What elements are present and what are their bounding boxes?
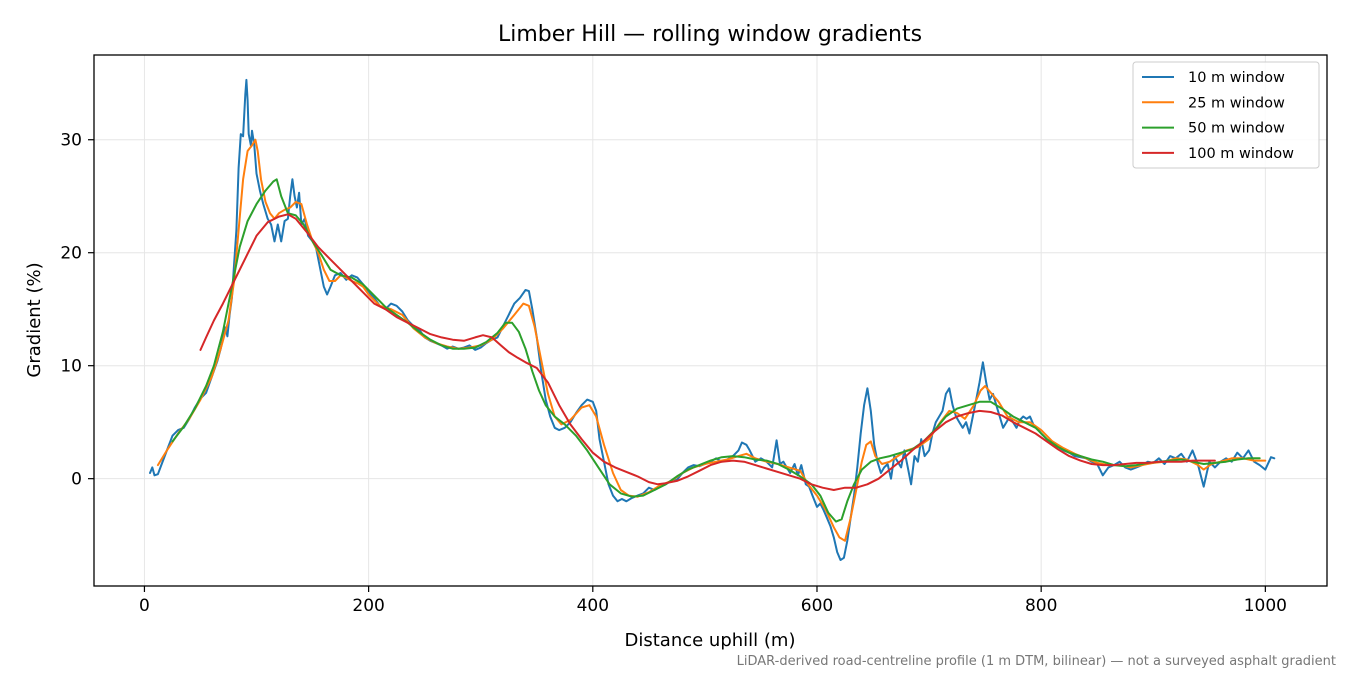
x-tick-label: 0	[139, 596, 150, 616]
y-tick-label: 10	[60, 357, 82, 377]
y-tick-label: 30	[60, 131, 82, 151]
legend-label: 50 m window	[1188, 121, 1285, 137]
chart-title: Limber Hill — rolling window gradients	[498, 22, 922, 47]
series-line-100-m-window	[199, 213, 1216, 491]
x-tick-label: 800	[1025, 596, 1057, 616]
legend-label: 100 m window	[1188, 146, 1294, 162]
footnote: LiDAR-derived road-centreline profile (1…	[737, 654, 1336, 669]
y-tick-label: 0	[71, 470, 82, 490]
series-line-25-m-window	[156, 138, 1267, 542]
legend-label: 10 m window	[1188, 70, 1285, 86]
x-tick-label: 200	[352, 596, 384, 616]
legend-box	[1132, 61, 1320, 169]
series-lines	[149, 78, 1276, 561]
legend: 10 m window 25 m window 50 m window 100 m w…	[1132, 61, 1320, 169]
x-tick-label: 600	[801, 596, 833, 616]
plot-frame	[93, 54, 1328, 587]
x-tick-label: 1000	[1244, 596, 1287, 616]
axis-ticks: 0 200 400 600 800 1000 0 10 20 30	[60, 131, 1287, 616]
series-line-50-m-window	[171, 178, 1261, 523]
gridlines	[94, 55, 1327, 586]
x-tick-label: 400	[577, 596, 609, 616]
y-axis-label: Gradient (%)	[24, 262, 45, 377]
legend-label: 25 m window	[1188, 95, 1285, 111]
y-tick-label: 20	[60, 244, 82, 264]
x-axis-label: Distance uphill (m)	[625, 630, 796, 651]
